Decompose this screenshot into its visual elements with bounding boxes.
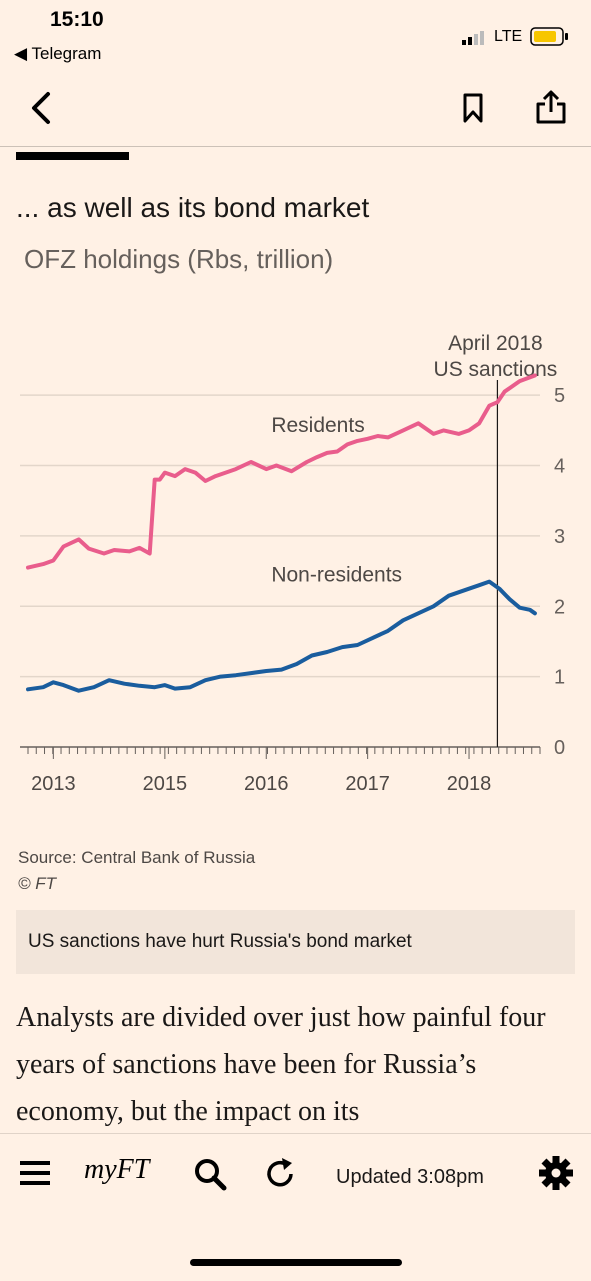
chart-source: Source: Central Bank of Russia [18,848,256,867]
search-icon[interactable] [193,1157,227,1191]
chart-copyright: © FT [18,874,57,893]
article-paragraph: Analysts are divided over just how painf… [16,1002,546,1127]
series-label-residents: Residents [271,414,364,437]
x-tick-label: 2015 [143,773,188,795]
section-marker-bar [16,152,129,160]
status-time: 15:10 [50,8,104,31]
y-tick-label: 5 [554,385,565,407]
series-line-residents [26,373,537,570]
network-type: LTE [494,28,523,45]
signal-strength-icon [462,31,484,45]
series-label-non-residents: Non-residents [271,564,402,587]
bottom-navigation-bar [0,1133,591,1281]
y-tick-label: 0 [554,737,565,759]
back-to-telegram-link[interactable]: ◀ Telegram [14,44,102,63]
header-divider [0,146,591,147]
share-icon[interactable] [534,88,568,126]
gear-icon[interactable] [538,1155,574,1191]
x-tick-label: 2013 [31,773,76,795]
y-tick-label: 4 [554,456,565,478]
series-line-non-residents [26,579,537,693]
y-tick-label: 1 [554,667,565,689]
figure-caption-box [16,910,575,974]
hamburger-menu-icon[interactable] [18,1158,52,1188]
battery-icon [530,27,568,46]
back-chevron-icon[interactable] [26,90,56,126]
updated-timestamp: Updated 3:08pm [336,1166,484,1188]
myft-button[interactable]: myFT [84,1154,149,1186]
bookmark-icon[interactable] [460,92,486,126]
myft-label: myFT [84,1154,150,1185]
sanctions-annotation-label: April 2018 [448,332,543,355]
sanctions-annotation-label: US sanctions [434,358,558,381]
y-tick-label: 3 [554,526,565,548]
x-tick-label: 2016 [244,773,289,795]
home-indicator [190,1259,402,1266]
x-tick-label: 2017 [345,773,390,795]
refresh-icon[interactable] [262,1156,298,1192]
ofz-holdings-chart: 0 1 2 3 4 5 2013 2015 2016 2017 2018 April 2018 US s… [20,332,565,795]
figure-caption: US sanctions have hurt Russia's bond mar… [28,931,412,952]
chart-title: ... as well as its bond market [16,192,370,223]
chart-subtitle: OFZ holdings (Rbs, trillion) [24,244,334,274]
y-tick-label: 2 [554,596,565,618]
x-tick-label: 2018 [447,773,492,795]
